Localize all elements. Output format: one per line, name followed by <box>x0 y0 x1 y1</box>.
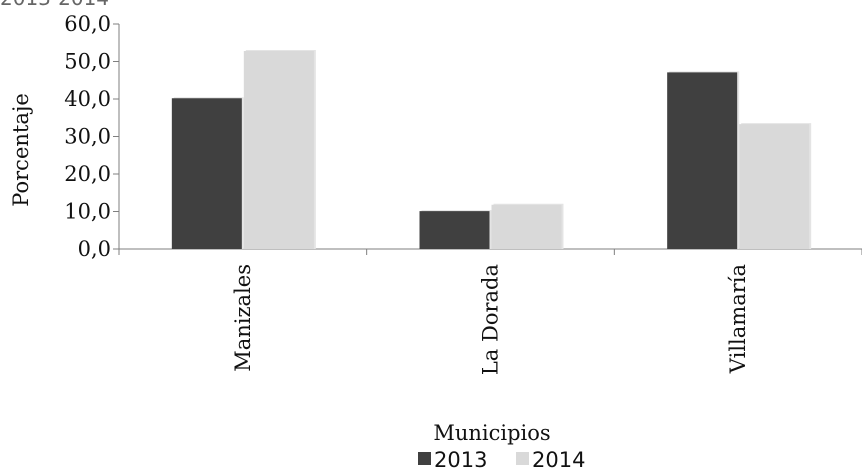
x-category-label: Manizales <box>231 264 255 372</box>
x-axis: Manizales La Dorada Villamaría <box>118 248 862 375</box>
x-category-label: Villamaría <box>726 264 750 374</box>
x-axis-title: Municipios <box>433 421 550 445</box>
legend-label: 2014 <box>532 448 585 472</box>
bar-2014 <box>739 124 810 249</box>
y-tick-label: 0,0 <box>78 237 111 261</box>
bars <box>171 50 812 249</box>
y-tick-label: 20,0 <box>64 162 111 186</box>
bar-2014 <box>243 51 314 249</box>
y-tick-label: 60,0 <box>64 12 111 36</box>
legend-label: 2013 <box>434 448 487 472</box>
legend-swatch-2013 <box>418 452 431 465</box>
y-tick-label: 30,0 <box>64 125 111 149</box>
y-tick-label: 10,0 <box>64 200 111 224</box>
y-axis: 0,0 10,0 20,0 30,0 40,0 50,0 60,0 <box>64 12 120 261</box>
bar-2013 <box>171 98 242 249</box>
chart-caption-cropped: 2013-2014 <box>0 0 109 10</box>
y-tick-label: 50,0 <box>64 50 111 74</box>
legend-swatch-2014 <box>516 452 529 465</box>
bar-2013 <box>667 72 738 249</box>
y-tick-label: 40,0 <box>64 87 111 111</box>
bar-2013 <box>419 211 490 249</box>
x-category-label: La Dorada <box>479 264 503 375</box>
bar-2014 <box>491 204 562 249</box>
legend: 2013 2014 <box>418 448 585 472</box>
y-axis-title: Porcentaje <box>9 93 33 207</box>
